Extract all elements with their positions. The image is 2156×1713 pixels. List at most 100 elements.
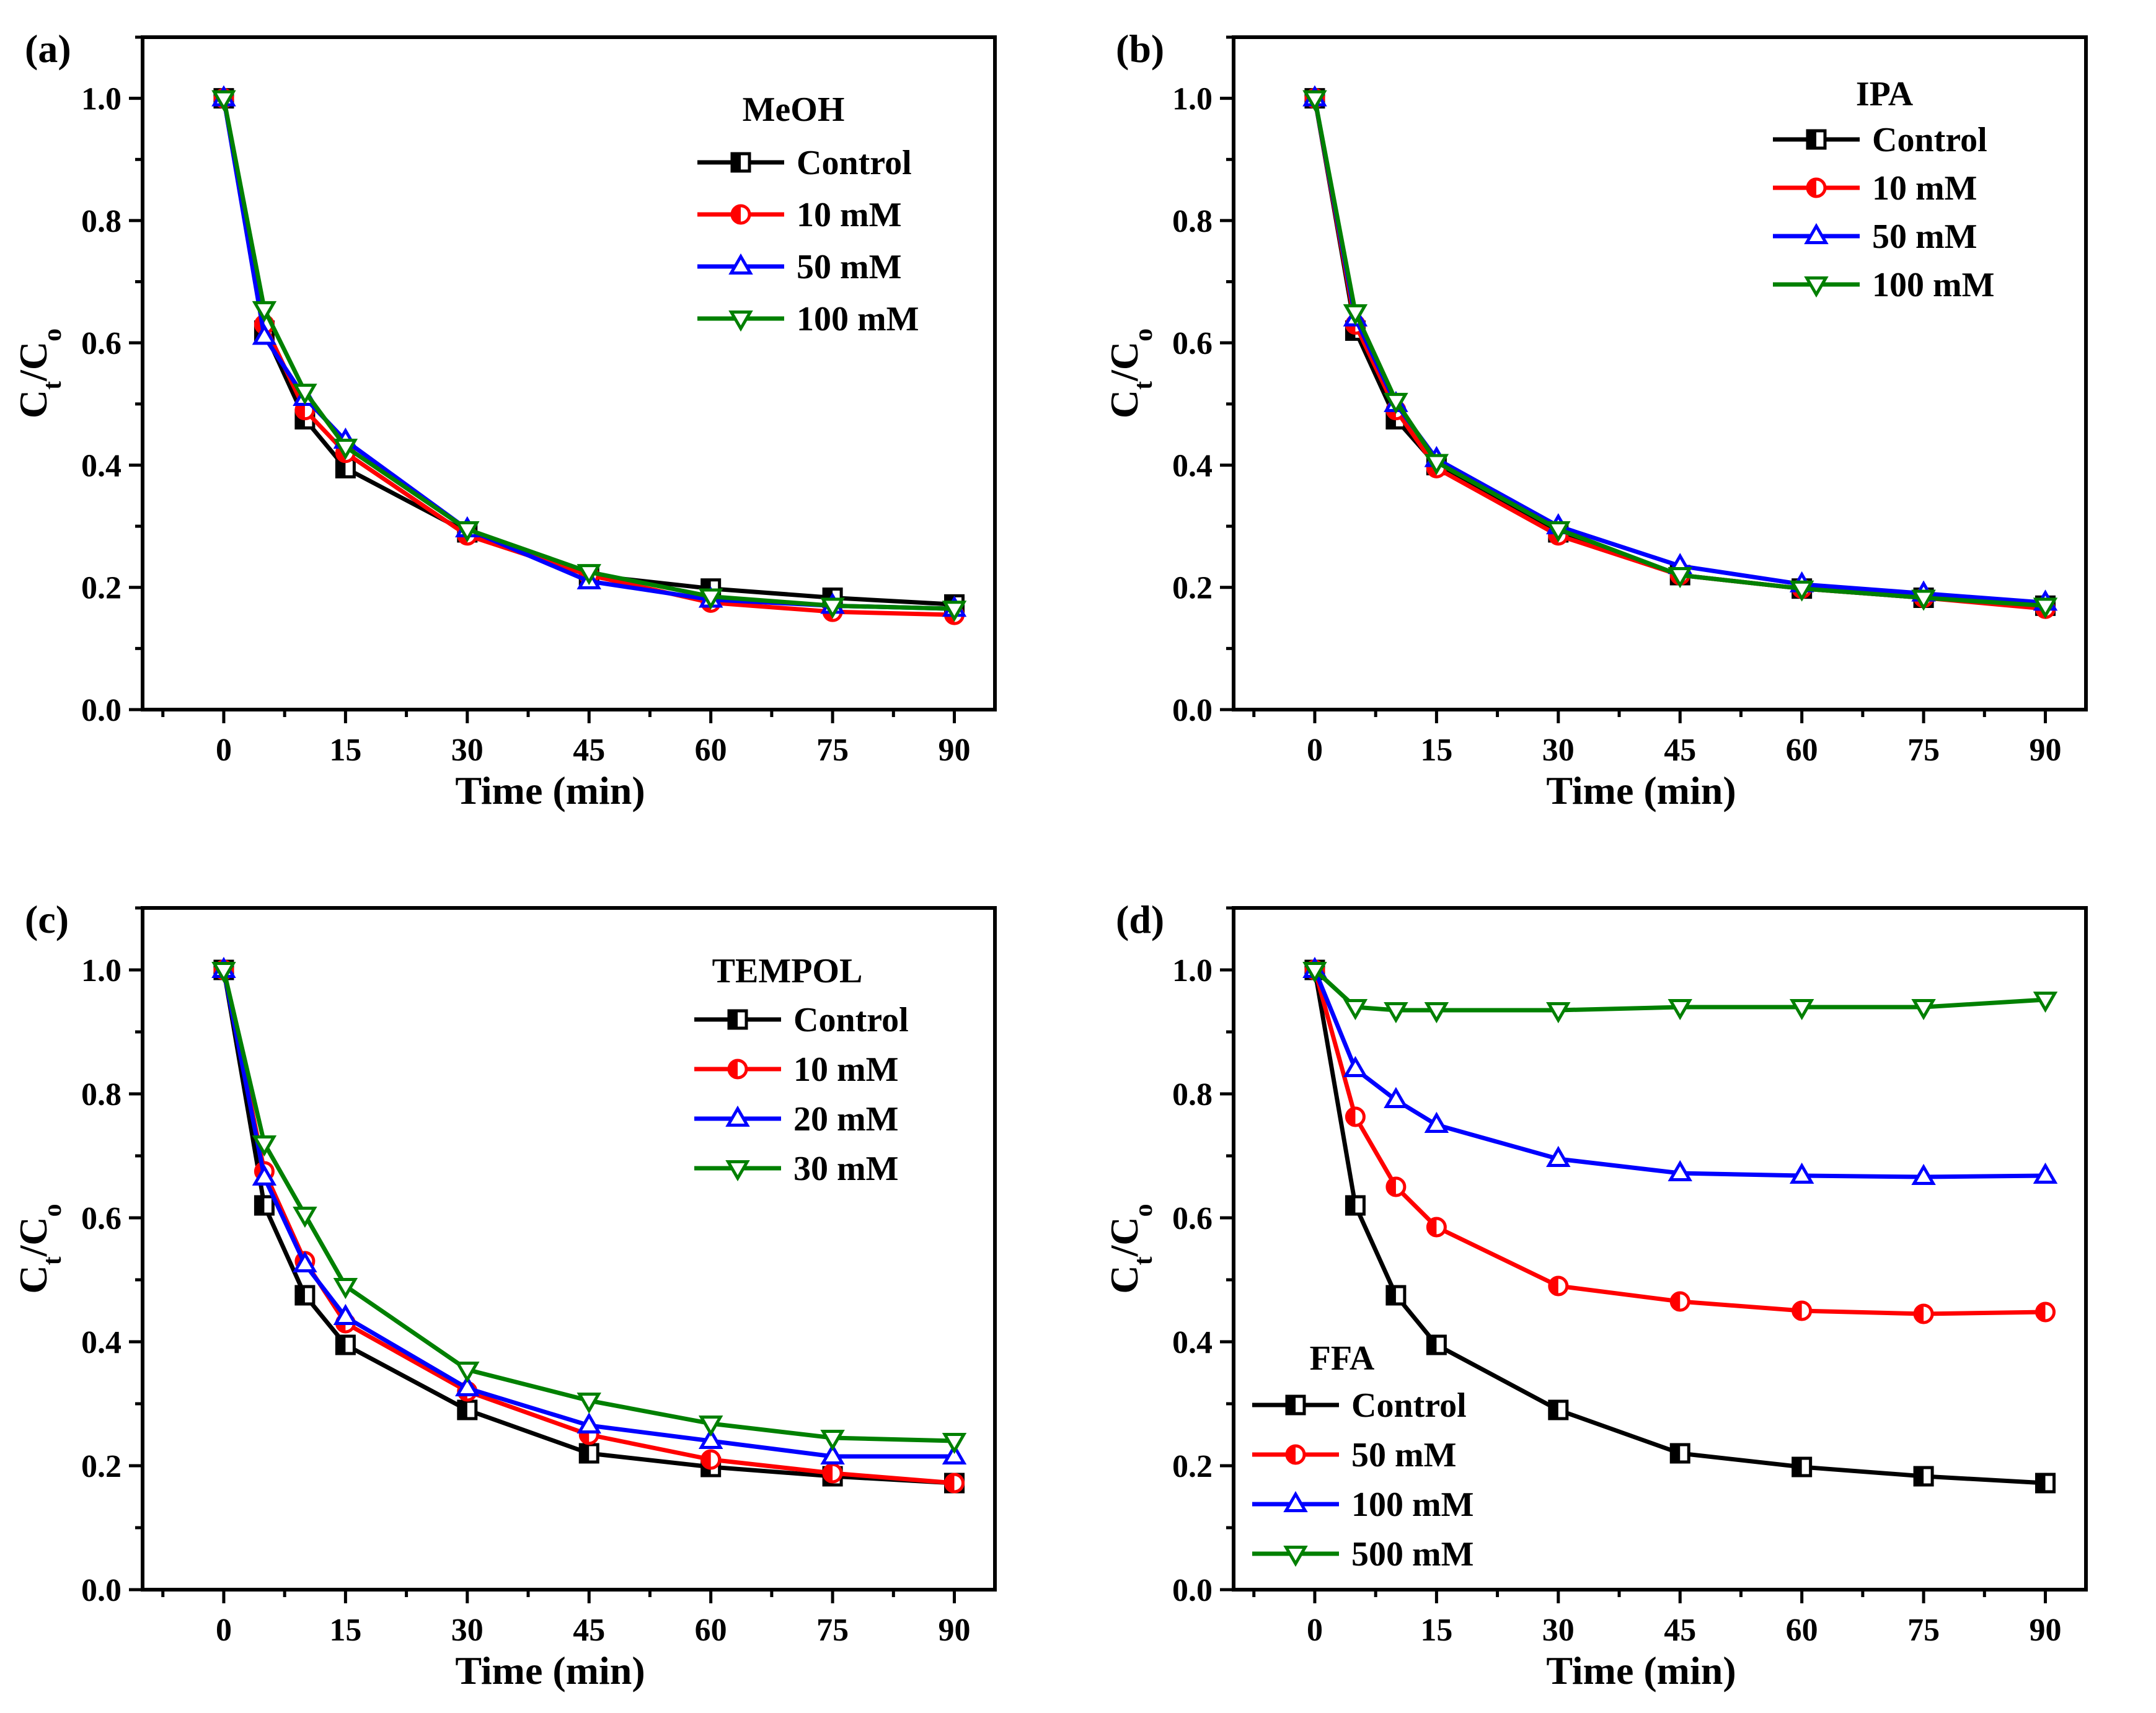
x-axis-title: Time (min) [1546, 1649, 1736, 1693]
data-point [211, 90, 236, 112]
series-30-mm [211, 962, 967, 1455]
legend-item: 10 mM [1773, 169, 1977, 208]
data-point [1343, 999, 1368, 1021]
legend-label: 50 mM [797, 248, 902, 286]
y-tick-label: 0.8 [1172, 1077, 1213, 1112]
y-tick-label: 1.0 [1172, 82, 1213, 117]
x-tick-label: 30 [451, 1613, 484, 1648]
legend-label: 10 mM [797, 196, 902, 234]
data-point [252, 301, 277, 323]
data-point [1669, 1291, 1690, 1312]
x-tick-label: 0 [1307, 1613, 1323, 1648]
legend-label: 20 mM [793, 1100, 899, 1138]
legend-title: MeOH [743, 90, 845, 129]
legend-label: 100 mM [1351, 1486, 1474, 1524]
legend-item: Control [1773, 121, 1987, 159]
data-point [1789, 1162, 1814, 1184]
data-point [2033, 597, 2058, 619]
plot-frame [141, 906, 997, 1592]
data-point [1426, 1217, 1447, 1238]
legend-label: 10 mM [1872, 169, 1977, 208]
data-point [1548, 1275, 1569, 1297]
panel-label: (c) [25, 897, 69, 941]
data-point [1668, 567, 1692, 589]
data-point [335, 457, 356, 478]
legend-marker [730, 152, 751, 173]
y-tick-label: 0.4 [1172, 1325, 1213, 1360]
series-line [221, 969, 955, 1443]
data-point [1546, 521, 1571, 543]
data-point [1345, 1195, 1366, 1216]
x-tick-label: 45 [573, 1613, 605, 1648]
legend-item: Control [1252, 1386, 1467, 1425]
x-axis-title: Time (min) [455, 1649, 645, 1693]
x-tick-label: 60 [695, 733, 727, 768]
data-point [1302, 90, 1327, 112]
y-tick-label: 0.8 [81, 204, 121, 239]
data-point [942, 1443, 967, 1464]
data-point [2033, 992, 2058, 1013]
data-point [333, 1278, 358, 1300]
legend-marker [1804, 222, 1829, 244]
data-point [252, 324, 277, 345]
series-control [1304, 959, 2056, 1494]
series-100-mm [211, 90, 967, 622]
legend-marker [1283, 1546, 1308, 1567]
x-tick-label: 60 [1786, 733, 1818, 768]
data-point [1343, 304, 1368, 325]
legend-title: TEMPOL [712, 952, 863, 990]
data-point [1426, 1334, 1447, 1355]
data-point [1385, 1176, 1407, 1197]
x-tick-label: 15 [1420, 733, 1452, 768]
legend: MeOH Control 10 mM 50 mM 100 mM [697, 90, 919, 338]
data-point [1302, 962, 1327, 984]
legend-marker [725, 1160, 750, 1182]
data-point [1424, 1002, 1449, 1024]
legend-item: 100 mM [1252, 1486, 1474, 1524]
panel-d: 0 15 30 45 60 75 90 0.0 0.2 0.4 0.6 0.8 1.0 Time (min… [1102, 897, 2088, 1693]
legend-item: 500 mM [1252, 1535, 1474, 1574]
x-tick-label: 45 [573, 733, 605, 768]
legend-label: 100 mM [1872, 266, 1995, 304]
data-point [577, 1393, 601, 1414]
data-point [1668, 999, 1692, 1021]
legend-item: 100 mM [697, 300, 919, 338]
legend-marker [1285, 1394, 1306, 1416]
data-point [577, 564, 601, 586]
series-line [221, 969, 955, 1459]
series-50-mm [1302, 85, 2058, 611]
data-point [578, 1443, 599, 1464]
y-tick-label: 0.0 [81, 693, 121, 728]
legend-item: Control [694, 1001, 909, 1039]
data-point [698, 588, 723, 610]
legend-item: 30 mM [694, 1150, 899, 1188]
panel-label: (a) [25, 27, 71, 71]
x-tick-label: 30 [1542, 1613, 1575, 1648]
data-point [333, 438, 358, 460]
data-point [1345, 1106, 1366, 1127]
legend-item: 10 mM [697, 196, 902, 234]
plot-frame [1232, 906, 2088, 1592]
y-tick-label: 1.0 [81, 953, 121, 989]
x-tick-label: 15 [329, 733, 361, 768]
panel-c: 0 15 30 45 60 75 90 0.0 0.2 0.4 0.6 0.8 1.0 Time (min… [11, 897, 997, 1693]
legend-label: 10 mM [793, 1050, 899, 1089]
y-tick-label: 1.0 [81, 82, 121, 117]
panel-a: 0 15 30 45 60 75 90 0.0 0.2 0.4 0.6 0.8 1.0 Time (min… [11, 27, 997, 812]
y-tick-label: 0.4 [81, 448, 121, 483]
legend-label: Control [797, 144, 912, 182]
legend-label: Control [793, 1001, 909, 1039]
data-point [944, 1473, 965, 1494]
data-point [698, 1427, 723, 1449]
legend: IPA Control 10 mM 50 mM 100 mM [1773, 75, 1995, 304]
legend: TEMPOL Control 10 mM 20 mM 30 mM [694, 952, 909, 1188]
legend-label: 100 mM [797, 300, 919, 338]
data-point [820, 1443, 845, 1464]
data-point [1792, 1300, 1813, 1321]
y-tick-label: 0.8 [1172, 204, 1213, 239]
data-point [293, 1251, 317, 1272]
legend: FFA Control 50 mM 100 mM 500 mM [1252, 1339, 1474, 1574]
series-line [1312, 969, 2046, 1316]
y-tick-label: 0.2 [81, 571, 121, 606]
